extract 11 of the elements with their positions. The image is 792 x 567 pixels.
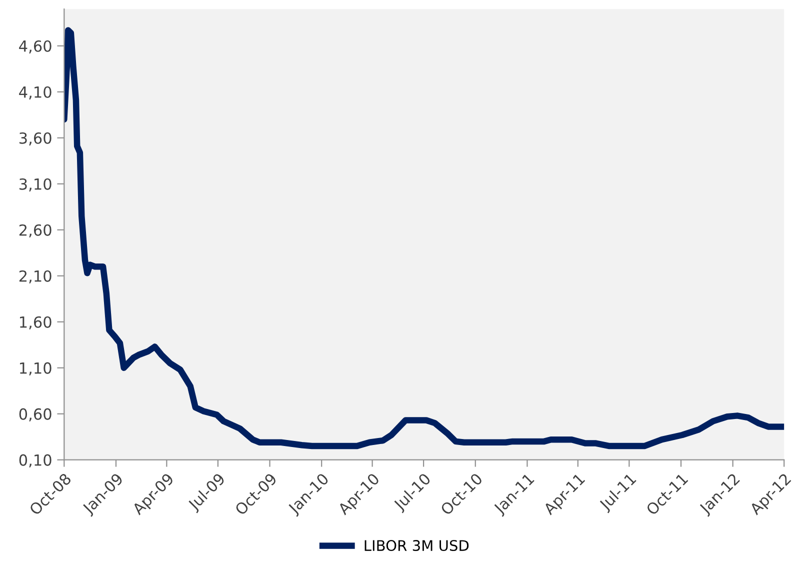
y-tick-label: 3,10	[19, 178, 52, 192]
y-tick-label: 1,10	[20, 362, 52, 376]
y-tick-label: 0,10	[19, 454, 52, 468]
y-tick-label: 4,60	[19, 40, 52, 54]
y-tick-label: 2,60	[19, 224, 52, 238]
y-tick-label: 3,60	[19, 132, 52, 146]
y-tick-label: 2,10	[19, 270, 52, 284]
y-tick-label: 1,60	[20, 316, 52, 330]
y-tick-label: 4,10	[19, 86, 52, 100]
y-tick-label: 0,60	[19, 408, 52, 422]
legend-label: LIBOR 3M USD	[364, 540, 469, 552]
